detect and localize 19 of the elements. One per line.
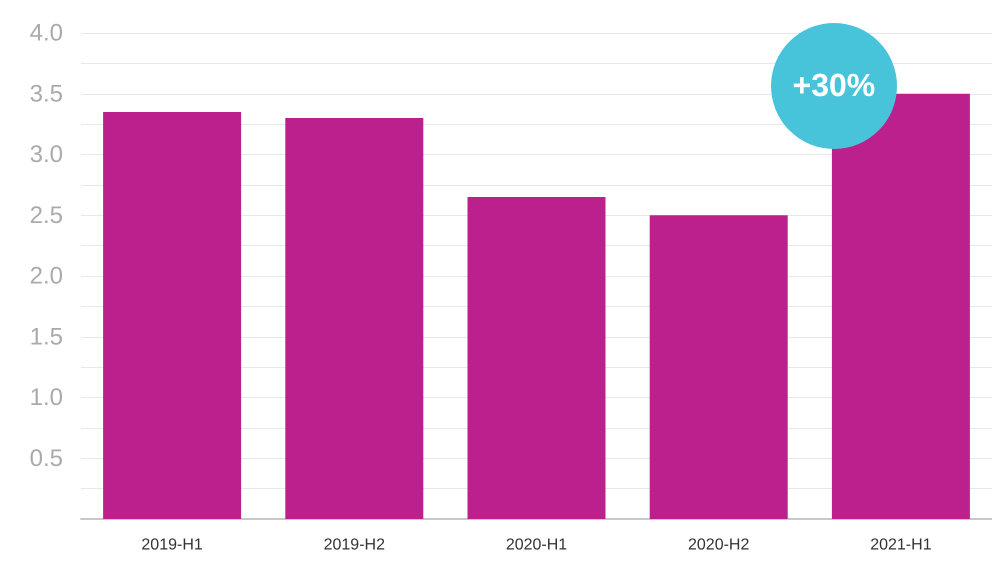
bar [468, 197, 606, 519]
x-tick-label: 2020-H1 [506, 536, 568, 554]
bar [103, 112, 242, 519]
x-tick-label: 2020-H2 [688, 536, 750, 554]
circle-badge: +30% [770, 22, 897, 149]
y-tick-label: 2.0 [30, 262, 63, 290]
y-tick-label: 3.0 [30, 141, 63, 168]
x-tick-label: 2019-H1 [141, 536, 203, 554]
bar [650, 215, 788, 519]
y-tick-label: 4.0 [30, 20, 63, 46]
y-tick-label: 1.5 [30, 323, 63, 350]
y-tick-label: 2.5 [30, 202, 63, 229]
y-tick-label: 3.5 [30, 80, 63, 108]
y-tick-label: 1.0 [30, 384, 63, 411]
x-tick-label: 2019-H2 [324, 536, 386, 554]
annotation: +30% [792, 67, 876, 104]
x-tick-label: 2021-H1 [870, 536, 932, 554]
bar [285, 118, 424, 519]
y-tick-label: 0.5 [30, 444, 63, 472]
